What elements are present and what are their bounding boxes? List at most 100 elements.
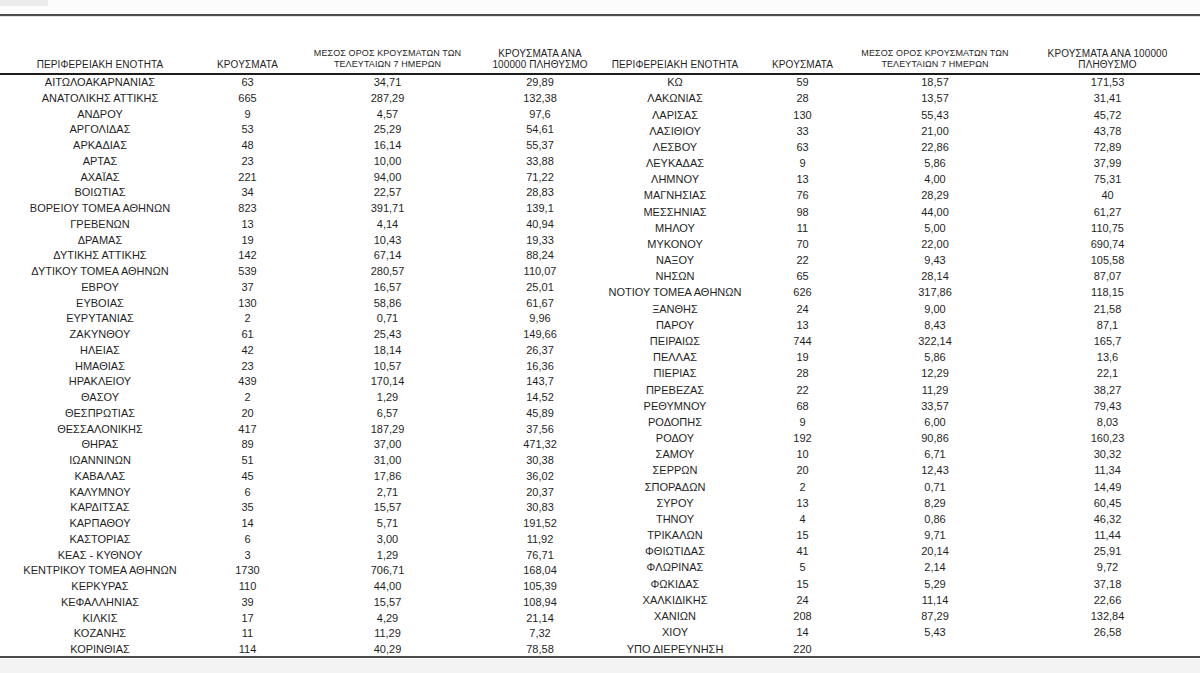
cases-cell: 65 — [750, 269, 855, 285]
cases-cell: 130 — [200, 296, 295, 312]
table-row: ΚΑΡΔΙΤΣΑΣ3515,5730,83 — [0, 500, 600, 516]
per-100k-cell: 19,33 — [480, 233, 600, 249]
region-name-cell: ΓΡΕΒΕΝΩΝ — [0, 217, 200, 233]
per-100k-cell: 37,18 — [1015, 576, 1200, 592]
cases-cell: 14 — [750, 625, 855, 641]
per-100k-cell: 7,32 — [480, 626, 600, 642]
table-row: ΠΡΕΒΕΖΑΣ2211,2938,27 — [600, 382, 1200, 398]
table-row: ΑΝΔΡΟΥ94,5797,6 — [0, 107, 600, 123]
region-name-cell: ΛΑΚΩΝΙΑΣ — [600, 91, 750, 107]
per-100k-cell: 72,89 — [1015, 140, 1200, 156]
avg-7day-cell: 33,57 — [855, 398, 1015, 414]
cases-cell: 37 — [200, 280, 295, 296]
table-row: ΙΩΑΝΝΙΝΩΝ5131,0030,38 — [0, 453, 600, 469]
cases-cell: 35 — [200, 500, 295, 516]
table-row: ΕΥΡΥΤΑΝΙΑΣ20,719,96 — [0, 311, 600, 327]
region-name-cell: ΑΝΑΤΟΛΙΚΗΣ ΑΤΤΙΚΗΣ — [0, 91, 200, 107]
avg-7day-cell: 5,71 — [295, 516, 480, 532]
per-100k-cell: 105,58 — [1015, 253, 1200, 269]
avg-7day-cell: 170,14 — [295, 374, 480, 390]
table-row: ΝΗΣΩΝ6528,1487,07 — [600, 269, 1200, 285]
region-name-cell: ΜΗΛΟΥ — [600, 221, 750, 237]
per-100k-cell: 8,03 — [1015, 415, 1200, 431]
cases-cell: 76 — [750, 188, 855, 204]
header-row: ΠΕΡΙΦΕΡΕΙΑΚΗ ΕΝΟΤΗΤΑ ΚΡΟΥΣΜΑΤΑ ΜΕΣΟΣ ΟΡΟ… — [600, 28, 1200, 74]
per-100k-cell: 165,7 — [1015, 334, 1200, 350]
region-name-cell: ΘΗΡΑΣ — [0, 437, 200, 453]
region-name-cell: ΛΕΣΒΟΥ — [600, 140, 750, 156]
avg-7day-cell: 5,00 — [855, 221, 1015, 237]
avg-7day-cell: 11,29 — [855, 382, 1015, 398]
region-name-cell: ΧΑΛΚΙΔΙΚΗΣ — [600, 593, 750, 609]
region-name-cell: ΑΡΤΑΣ — [0, 154, 200, 170]
table-row: ΚΕΦΑΛΛΗΝΙΑΣ3915,57108,94 — [0, 595, 600, 611]
avg-7day-cell: 18,14 — [295, 343, 480, 359]
region-name-cell: ΠΡΕΒΕΖΑΣ — [600, 382, 750, 398]
col-header-regional-unit: ΠΕΡΙΦΕΡΕΙΑΚΗ ΕΝΟΤΗΤΑ — [0, 28, 200, 74]
region-name-cell: ΗΡΑΚΛΕΙΟΥ — [0, 374, 200, 390]
avg-7day-cell: 5,29 — [855, 576, 1015, 592]
avg-7day-cell: 12,29 — [855, 366, 1015, 382]
region-name-cell: ΦΩΚΙΔΑΣ — [600, 576, 750, 592]
avg-7day-cell: 87,29 — [855, 609, 1015, 625]
avg-7day-cell: 20,14 — [855, 544, 1015, 560]
avg-7day-cell: 6,00 — [855, 415, 1015, 431]
col-header-avg-7day: ΜΕΣΟΣ ΟΡΟΣ ΚΡΟΥΣΜΑΤΩΝ ΤΩΝ ΤΕΛΕΥΤΑΙΩΝ 7 Η… — [855, 28, 1015, 74]
per-100k-cell: 45,89 — [480, 406, 600, 422]
table-row: ΡΕΘΥΜΝΟΥ6833,5779,43 — [600, 398, 1200, 414]
table-row: ΖΑΚΥΝΘΟΥ6125,43149,66 — [0, 327, 600, 343]
avg-7day-cell: 13,57 — [855, 91, 1015, 107]
avg-7day-cell: 0,71 — [855, 479, 1015, 495]
cases-table-right: ΠΕΡΙΦΕΡΕΙΑΚΗ ΕΝΟΤΗΤΑ ΚΡΟΥΣΜΑΤΑ ΜΕΣΟΣ ΟΡΟ… — [600, 28, 1200, 658]
avg-7day-cell: 5,43 — [855, 625, 1015, 641]
avg-7day-cell: 15,57 — [295, 595, 480, 611]
avg-7day-cell: 287,29 — [295, 91, 480, 107]
region-name-cell: ΝΗΣΩΝ — [600, 269, 750, 285]
region-name-cell: ΘΕΣΠΡΩΤΙΑΣ — [0, 406, 200, 422]
table-row: ΛΕΣΒΟΥ6322,8672,89 — [600, 140, 1200, 156]
region-name-cell: ΜΑΓΝΗΣΙΑΣ — [600, 188, 750, 204]
region-name-cell: ΚΕΦΑΛΛΗΝΙΑΣ — [0, 595, 200, 611]
per-100k-cell: 43,78 — [1015, 124, 1200, 140]
cases-cell: 22 — [750, 382, 855, 398]
per-100k-cell: 132,84 — [1015, 609, 1200, 625]
table-row: ΚΟΖΑΝΗΣ1111,297,32 — [0, 626, 600, 642]
region-name-cell: ΣΠΟΡΑΔΩΝ — [600, 479, 750, 495]
table-row: ΚΑΣΤΟΡΙΑΣ63,0011,92 — [0, 532, 600, 548]
table-body-left: ΑΙΤΩΛΟΑΚΑΡΝΑΝΙΑΣ6334,7129,89ΑΝΑΤΟΛΙΚΗΣ Α… — [0, 74, 600, 658]
per-100k-cell: 168,04 — [480, 563, 600, 579]
cases-cell: 439 — [200, 374, 295, 390]
cases-cell: 34 — [200, 185, 295, 201]
avg-7day-cell: 0,86 — [855, 512, 1015, 528]
avg-7day-cell: 11,14 — [855, 593, 1015, 609]
avg-7day-cell: 706,71 — [295, 563, 480, 579]
region-name-cell: ΡΟΔΟΠΗΣ — [600, 415, 750, 431]
avg-7day-cell: 8,29 — [855, 496, 1015, 512]
table-row: ΘΗΡΑΣ8937,00471,32 — [0, 437, 600, 453]
per-100k-cell: 22,66 — [1015, 593, 1200, 609]
cases-cell: 70 — [750, 237, 855, 253]
per-100k-cell: 11,34 — [1015, 463, 1200, 479]
per-100k-cell: 11,92 — [480, 532, 600, 548]
table-row: ΛΕΥΚΑΔΑΣ95,8637,99 — [600, 156, 1200, 172]
table-row: ΠΙΕΡΙΑΣ2812,2922,1 — [600, 366, 1200, 382]
cases-cell: 3 — [200, 548, 295, 564]
cases-cell: 51 — [200, 453, 295, 469]
region-name-cell: ΗΛΕΙΑΣ — [0, 343, 200, 359]
table-row: ΧΑΛΚΙΔΙΚΗΣ2411,1422,66 — [600, 593, 1200, 609]
per-100k-cell: 22,1 — [1015, 366, 1200, 382]
cases-cell: 9 — [750, 415, 855, 431]
table-row: ΜΑΓΝΗΣΙΑΣ7628,2940 — [600, 188, 1200, 204]
region-name-cell: ΚΑΛΥΜΝΟΥ — [0, 485, 200, 501]
per-100k-cell: 191,52 — [480, 516, 600, 532]
avg-7day-cell: 5,86 — [855, 156, 1015, 172]
region-name-cell: ΚΕΡΚΥΡΑΣ — [0, 579, 200, 595]
avg-7day-cell: 37,00 — [295, 437, 480, 453]
table-row: ΦΛΩΡΙΝΑΣ52,149,72 — [600, 560, 1200, 576]
header-row: ΠΕΡΙΦΕΡΕΙΑΚΗ ΕΝΟΤΗΤΑ ΚΡΟΥΣΜΑΤΑ ΜΕΣΟΣ ΟΡΟ… — [0, 28, 600, 74]
avg-7day-cell: 17,86 — [295, 469, 480, 485]
region-name-cell: ΑΡΓΟΛΙΔΑΣ — [0, 122, 200, 138]
avg-7day-cell: 28,14 — [855, 269, 1015, 285]
cases-cell: 20 — [200, 406, 295, 422]
per-100k-cell: 60,45 — [1015, 496, 1200, 512]
